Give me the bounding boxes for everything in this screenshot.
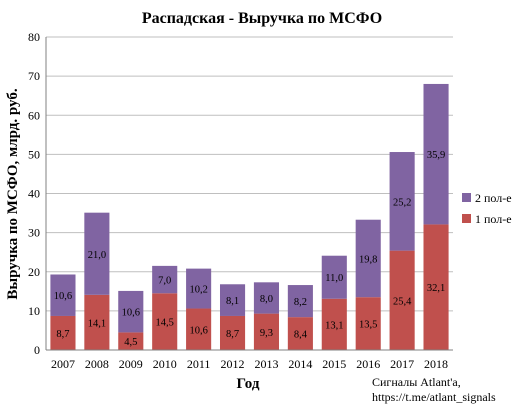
y-axis-ticks: 0 10 20 30 40 50 60 70 80: [28, 30, 40, 357]
bar-h2: [118, 290, 144, 333]
data-label: 9,3: [260, 328, 273, 339]
data-label: 14,1: [88, 318, 106, 329]
x-tick-label: 2016: [356, 357, 380, 371]
legend: 2 пол-е 1 пол-е: [462, 191, 512, 226]
bar-h1: [423, 224, 449, 350]
bar-h1: [389, 250, 415, 350]
x-tick-label: 2010: [153, 357, 177, 371]
bar-h2: [355, 219, 381, 298]
data-label: 25,4: [393, 296, 412, 307]
data-label: 10,6: [122, 308, 140, 319]
data-label: 8,7: [56, 329, 69, 340]
y-tick-label: 10: [28, 304, 40, 318]
x-tick-label: 2018: [424, 357, 448, 371]
x-tick-label: 2013: [254, 357, 278, 371]
bar-h1: [355, 297, 381, 350]
data-labels: 8,7 10,6 14,1 21,0 4,5 10,6 14,5 7,0 10,6 10,2 8,7…: [54, 150, 445, 348]
legend-swatch: [462, 214, 471, 223]
data-label: 10,6: [54, 291, 72, 302]
data-label: 8,4: [294, 330, 308, 341]
y-tick-label: 80: [28, 30, 40, 44]
x-axis-ticks: 2007 2008 2009 2010 2011 2012 2013 2014 2015 2016…: [51, 357, 448, 371]
bar-h1: [219, 315, 246, 350]
x-tick-label: 2014: [288, 357, 312, 371]
bar-h1: [186, 308, 212, 350]
x-tick-label: 2017: [390, 357, 414, 371]
y-tick-label: 70: [28, 69, 40, 83]
bar-h2: [84, 212, 110, 295]
x-tick-label: 2011: [187, 357, 211, 371]
y-tick-label: 50: [28, 147, 40, 161]
bar-h2: [253, 282, 280, 314]
data-label: 13,1: [325, 320, 343, 331]
bar-h1: [253, 313, 280, 350]
bar-h1: [321, 298, 347, 350]
y-tick-label: 40: [28, 187, 40, 201]
bar-h2: [219, 284, 246, 316]
gridlines: [46, 36, 453, 351]
source-line-2: https://t.me/atlant_signals: [372, 390, 496, 404]
x-tick-label: 2007: [51, 357, 75, 371]
y-tick-label: 20: [28, 265, 40, 279]
source-line-1: Сигналы Atlant'a,: [372, 375, 461, 389]
data-label: 25,2: [393, 197, 411, 208]
y-tick-label: 0: [34, 343, 40, 357]
data-label: 32,1: [427, 283, 445, 294]
bar-h2: [423, 83, 449, 225]
x-tick-label: 2012: [221, 357, 245, 371]
data-label: 21,0: [88, 250, 106, 261]
data-label: 7,0: [158, 276, 171, 287]
legend-label: 2 пол-е: [475, 191, 512, 205]
bar-h2: [389, 152, 415, 251]
bars: [50, 83, 449, 350]
bar-h1: [50, 315, 76, 350]
legend-swatch: [462, 193, 471, 202]
x-tick-label: 2015: [322, 357, 346, 371]
data-label: 13,5: [359, 320, 377, 331]
data-label: 11,0: [325, 273, 343, 284]
y-axis-title: Выручка по МСФО, млрд. руб.: [5, 88, 21, 299]
data-label: 10,6: [189, 325, 207, 336]
bar-h2: [152, 265, 178, 294]
data-label: 8,1: [226, 296, 239, 307]
bar-h2: [287, 285, 313, 318]
data-label: 35,9: [427, 150, 445, 161]
y-tick-label: 30: [28, 226, 40, 240]
bar-h1: [152, 293, 178, 350]
bar-h2: [50, 274, 76, 316]
bar-h1: [84, 294, 110, 350]
bar-h1: [118, 332, 144, 350]
chart-title: Распадская - Выручка по МСФО: [142, 10, 382, 27]
legend-label: 1 пол-е: [475, 212, 512, 226]
bar-h2: [321, 255, 347, 299]
x-tick-label: 2008: [85, 357, 109, 371]
data-label: 8,7: [226, 329, 239, 340]
data-label: 14,5: [156, 318, 174, 329]
bar-h2: [186, 268, 212, 309]
data-label: 8,0: [260, 294, 273, 305]
y-tick-label: 60: [28, 108, 40, 122]
data-label: 8,2: [294, 297, 307, 308]
data-label: 10,2: [189, 285, 207, 296]
x-tick-label: 2009: [119, 357, 143, 371]
data-label: 19,8: [359, 254, 377, 265]
bar-h1: [287, 317, 313, 350]
data-label: 4,5: [124, 337, 137, 348]
x-axis-title: Год: [237, 376, 260, 392]
